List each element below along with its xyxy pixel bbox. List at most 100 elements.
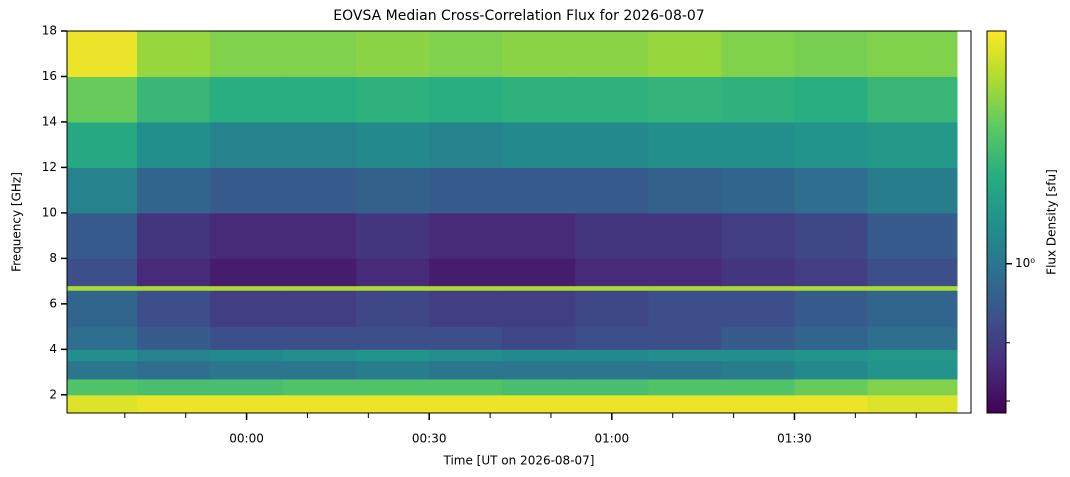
heatmap-cell — [721, 121, 795, 168]
heatmap-cell — [210, 326, 284, 350]
y-tick-label: 8 — [49, 251, 57, 265]
heatmap-cell — [67, 290, 138, 328]
colorbar — [986, 30, 1007, 414]
heatmap-cell — [648, 378, 722, 396]
heatmap-cell — [137, 394, 211, 414]
heatmap-cell — [794, 31, 869, 77]
heatmap-cell — [67, 360, 138, 380]
heatmap-cell — [283, 76, 357, 123]
heatmap-cell — [867, 394, 958, 414]
heatmap-cell — [356, 121, 430, 168]
heatmap-cell — [502, 31, 576, 77]
x-tick-label: 01:30 — [777, 432, 812, 446]
y-tick-label: 2 — [49, 387, 57, 401]
heatmap-cell — [429, 360, 503, 380]
heatmap-cell — [67, 326, 138, 350]
heatmap-cell — [67, 76, 138, 123]
heatmap-cell — [867, 285, 958, 291]
x-axis-label: Time [UT on 2026-08-07] — [443, 454, 595, 468]
x-tick-label: 01:00 — [595, 432, 630, 446]
heatmap-cell — [429, 258, 503, 287]
heatmap-cell — [210, 212, 284, 259]
heatmap-cell — [721, 394, 795, 414]
heatmap-cell — [794, 378, 869, 396]
colorbar-tick-label: 10⁰ — [1015, 256, 1035, 270]
heatmap-cell — [137, 31, 211, 77]
heatmap-cell — [356, 31, 430, 77]
heatmap-cell — [575, 360, 649, 380]
heatmap-cell — [283, 212, 357, 259]
heatmap-cell — [429, 212, 503, 259]
heatmap-cell — [648, 394, 722, 414]
heatmap-cell — [356, 378, 430, 396]
heatmap-cell — [210, 167, 284, 214]
y-tick-label: 12 — [42, 160, 57, 174]
heatmap-cell — [502, 212, 576, 259]
plot-frame — [66, 30, 972, 414]
heatmap-cell — [648, 285, 722, 291]
heatmap-cell — [648, 349, 722, 362]
heatmap-cell — [867, 290, 958, 328]
heatmap-cell — [429, 290, 503, 328]
heatmap-cell — [283, 167, 357, 214]
heatmap-cell — [502, 121, 576, 168]
heatmap-cell — [721, 378, 795, 396]
heatmap-cell — [794, 167, 869, 214]
y-tick-label: 14 — [42, 114, 57, 128]
heatmap-cell — [283, 31, 357, 77]
heatmap-cell — [502, 349, 576, 362]
heatmap-cell — [137, 121, 211, 168]
heatmap-cell — [502, 167, 576, 214]
heatmap-cell — [648, 167, 722, 214]
heatmap-cell — [356, 394, 430, 414]
heatmap-cell — [356, 360, 430, 380]
heatmap-cell — [648, 76, 722, 123]
heatmap-cell — [356, 349, 430, 362]
heatmap-cell — [575, 290, 649, 328]
heatmap-cell — [575, 212, 649, 259]
heatmap-cell — [210, 285, 284, 291]
heatmap-cell — [575, 258, 649, 287]
heatmap-cell — [283, 360, 357, 380]
y-axis-label: Frequency [GHz] — [10, 172, 24, 272]
heatmap-cell — [67, 378, 138, 396]
y-tick-label: 18 — [42, 24, 57, 38]
heatmap-cell — [575, 394, 649, 414]
heatmap-cell — [210, 360, 284, 380]
heatmap-cell — [575, 31, 649, 77]
heatmap-cell — [867, 258, 958, 287]
y-tick-label: 10 — [42, 205, 57, 219]
heatmap-cell — [721, 326, 795, 350]
heatmap-cell — [794, 76, 869, 123]
heatmap-cell — [210, 31, 284, 77]
heatmap-cell — [721, 31, 795, 77]
heatmap-cell — [648, 360, 722, 380]
heatmap-cell — [210, 121, 284, 168]
heatmap-cell — [429, 31, 503, 77]
heatmap-cell — [429, 285, 503, 291]
heatmap-cell — [648, 258, 722, 287]
heatmap-cell — [794, 285, 869, 291]
heatmap-cell — [867, 76, 958, 123]
heatmap-cell — [794, 360, 869, 380]
heatmap-cell — [575, 285, 649, 291]
heatmap-cell — [721, 349, 795, 362]
heatmap-cell — [137, 167, 211, 214]
heatmap-cell — [648, 121, 722, 168]
heatmap-cell — [137, 212, 211, 259]
heatmap-cell — [429, 378, 503, 396]
heatmap-cell — [137, 76, 211, 123]
heatmap-cell — [721, 76, 795, 123]
heatmap-cell — [721, 360, 795, 380]
heatmap-cell — [356, 167, 430, 214]
heatmap-cell — [67, 31, 138, 77]
heatmap-cell — [283, 290, 357, 328]
colorbar-label: Flux Density [sfu] — [1045, 169, 1059, 275]
chart-title: EOVSA Median Cross-Correlation Flux for … — [333, 8, 704, 24]
y-tick-label: 4 — [49, 342, 57, 356]
heatmap-cell — [67, 258, 138, 287]
heatmap-cell — [283, 394, 357, 414]
heatmap-cell — [575, 121, 649, 168]
heatmap-cell — [210, 394, 284, 414]
